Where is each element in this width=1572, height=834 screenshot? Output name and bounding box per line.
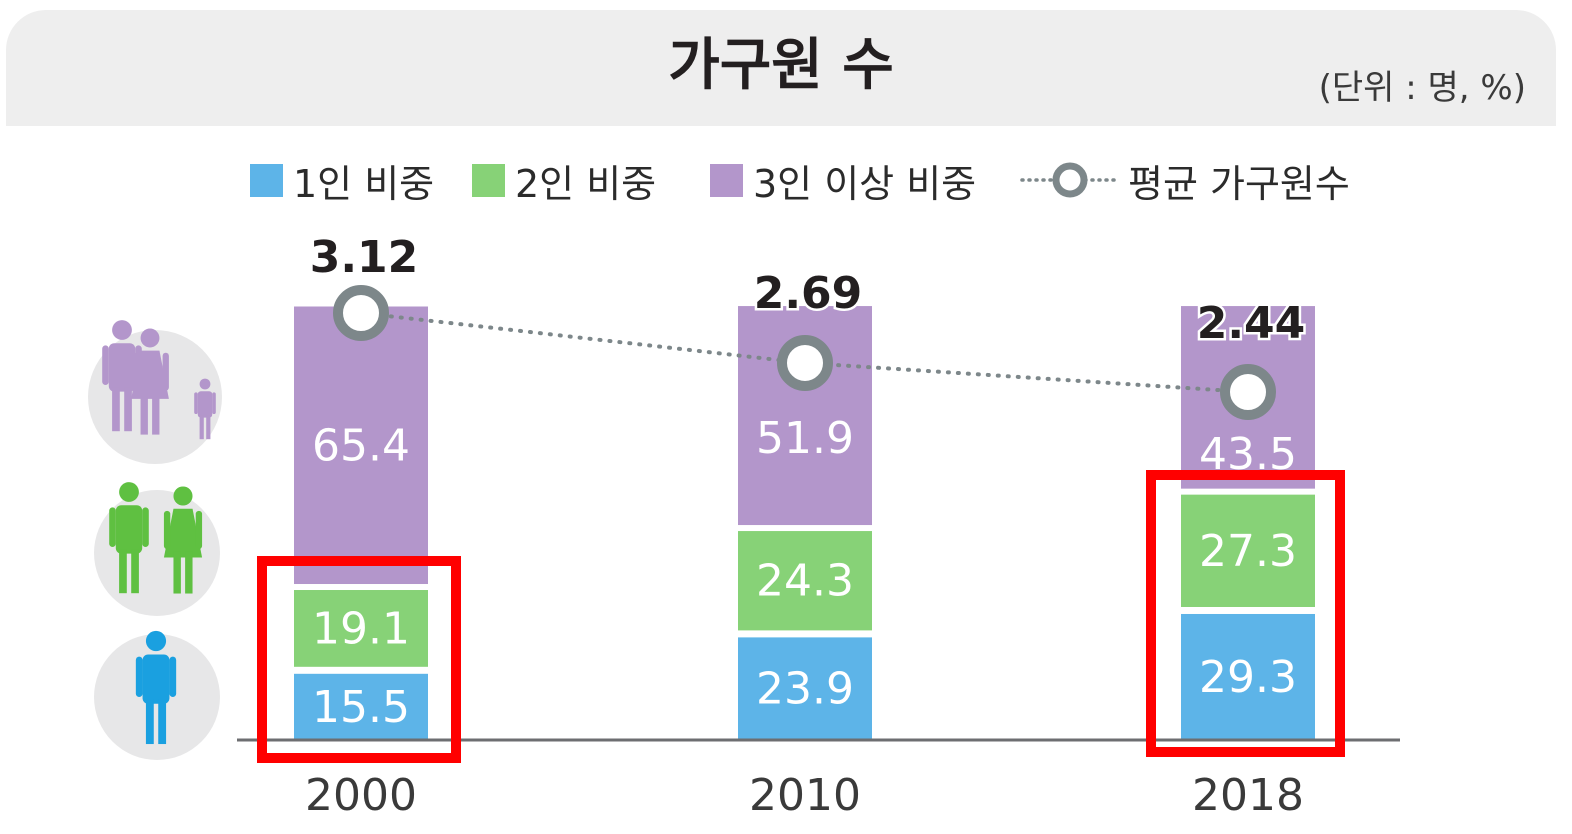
average-point-2018	[1220, 364, 1276, 420]
x-tick-label-2010: 2010	[749, 770, 861, 821]
average-point-2000	[333, 285, 389, 341]
legend-line-marker-icon	[1020, 162, 1120, 198]
legend-label-1person: 1인 비중	[293, 161, 435, 206]
x-tick-label-2018: 2018	[1192, 770, 1304, 821]
value-label-2010-2person: 24.3	[756, 556, 854, 607]
average-point-2010	[777, 334, 833, 391]
bar-2000-1person	[294, 673, 428, 740]
legend-item-2person: 2인 비중	[472, 150, 656, 210]
value-label-2010-1person: 23.9	[756, 664, 854, 715]
value-label-2000-2person: 19.1	[312, 603, 410, 654]
bar-2010-2person	[738, 531, 872, 631]
single-person-icon	[135, 630, 177, 745]
couple-icon	[109, 482, 203, 594]
value-label-2000-3plus: 65.4	[312, 420, 410, 471]
legend-label-2person: 2인 비중	[515, 161, 657, 206]
bar-2010-1person	[738, 637, 872, 740]
value-label-2000-1person: 15.5	[312, 682, 410, 733]
legend-swatch-1person	[250, 163, 283, 197]
legend-label-average: 평균 가구원수	[1128, 161, 1350, 206]
value-label-2018-2person: 27.3	[1199, 526, 1297, 577]
average-value-label-2000: 3.12	[310, 232, 419, 283]
legend-item-3plus: 3인 이상 비중	[710, 150, 976, 210]
unit-label: (단위 : 명, %)	[1318, 68, 1526, 108]
bar-2018-1person	[1181, 613, 1315, 740]
legend-swatch-2person	[472, 163, 505, 197]
value-label-2018-1person: 29.3	[1199, 652, 1297, 703]
x-tick-label-2000: 2000	[305, 770, 417, 821]
chart-legend: 1인 비중 2인 비중 3인 이상 비중 평균 가구원수	[0, 150, 1572, 210]
bar-2000-2person	[294, 590, 428, 667]
chart-header: 가구원 수 (단위 : 명, %)	[6, 10, 1556, 126]
legend-item-1person: 1인 비중	[250, 150, 434, 210]
highlight-box-2018	[1146, 470, 1345, 757]
bar-2000-3plus	[294, 306, 428, 585]
average-value-label-2010: 2.69	[754, 268, 863, 319]
legend-label-3plus: 3인 이상 비중	[753, 161, 977, 206]
bar-2018-2person	[1181, 494, 1315, 607]
highlight-box-2000	[257, 556, 461, 763]
value-label-2010-3plus: 51.9	[756, 413, 854, 464]
family-icon	[102, 320, 216, 440]
legend-swatch-3plus	[710, 163, 743, 197]
chart-title: 가구원 수	[668, 33, 894, 98]
average-line	[359, 311, 1250, 394]
average-value-label-2018: 2.44	[1197, 298, 1306, 349]
legend-item-average: 평균 가구원수	[1020, 150, 1350, 210]
